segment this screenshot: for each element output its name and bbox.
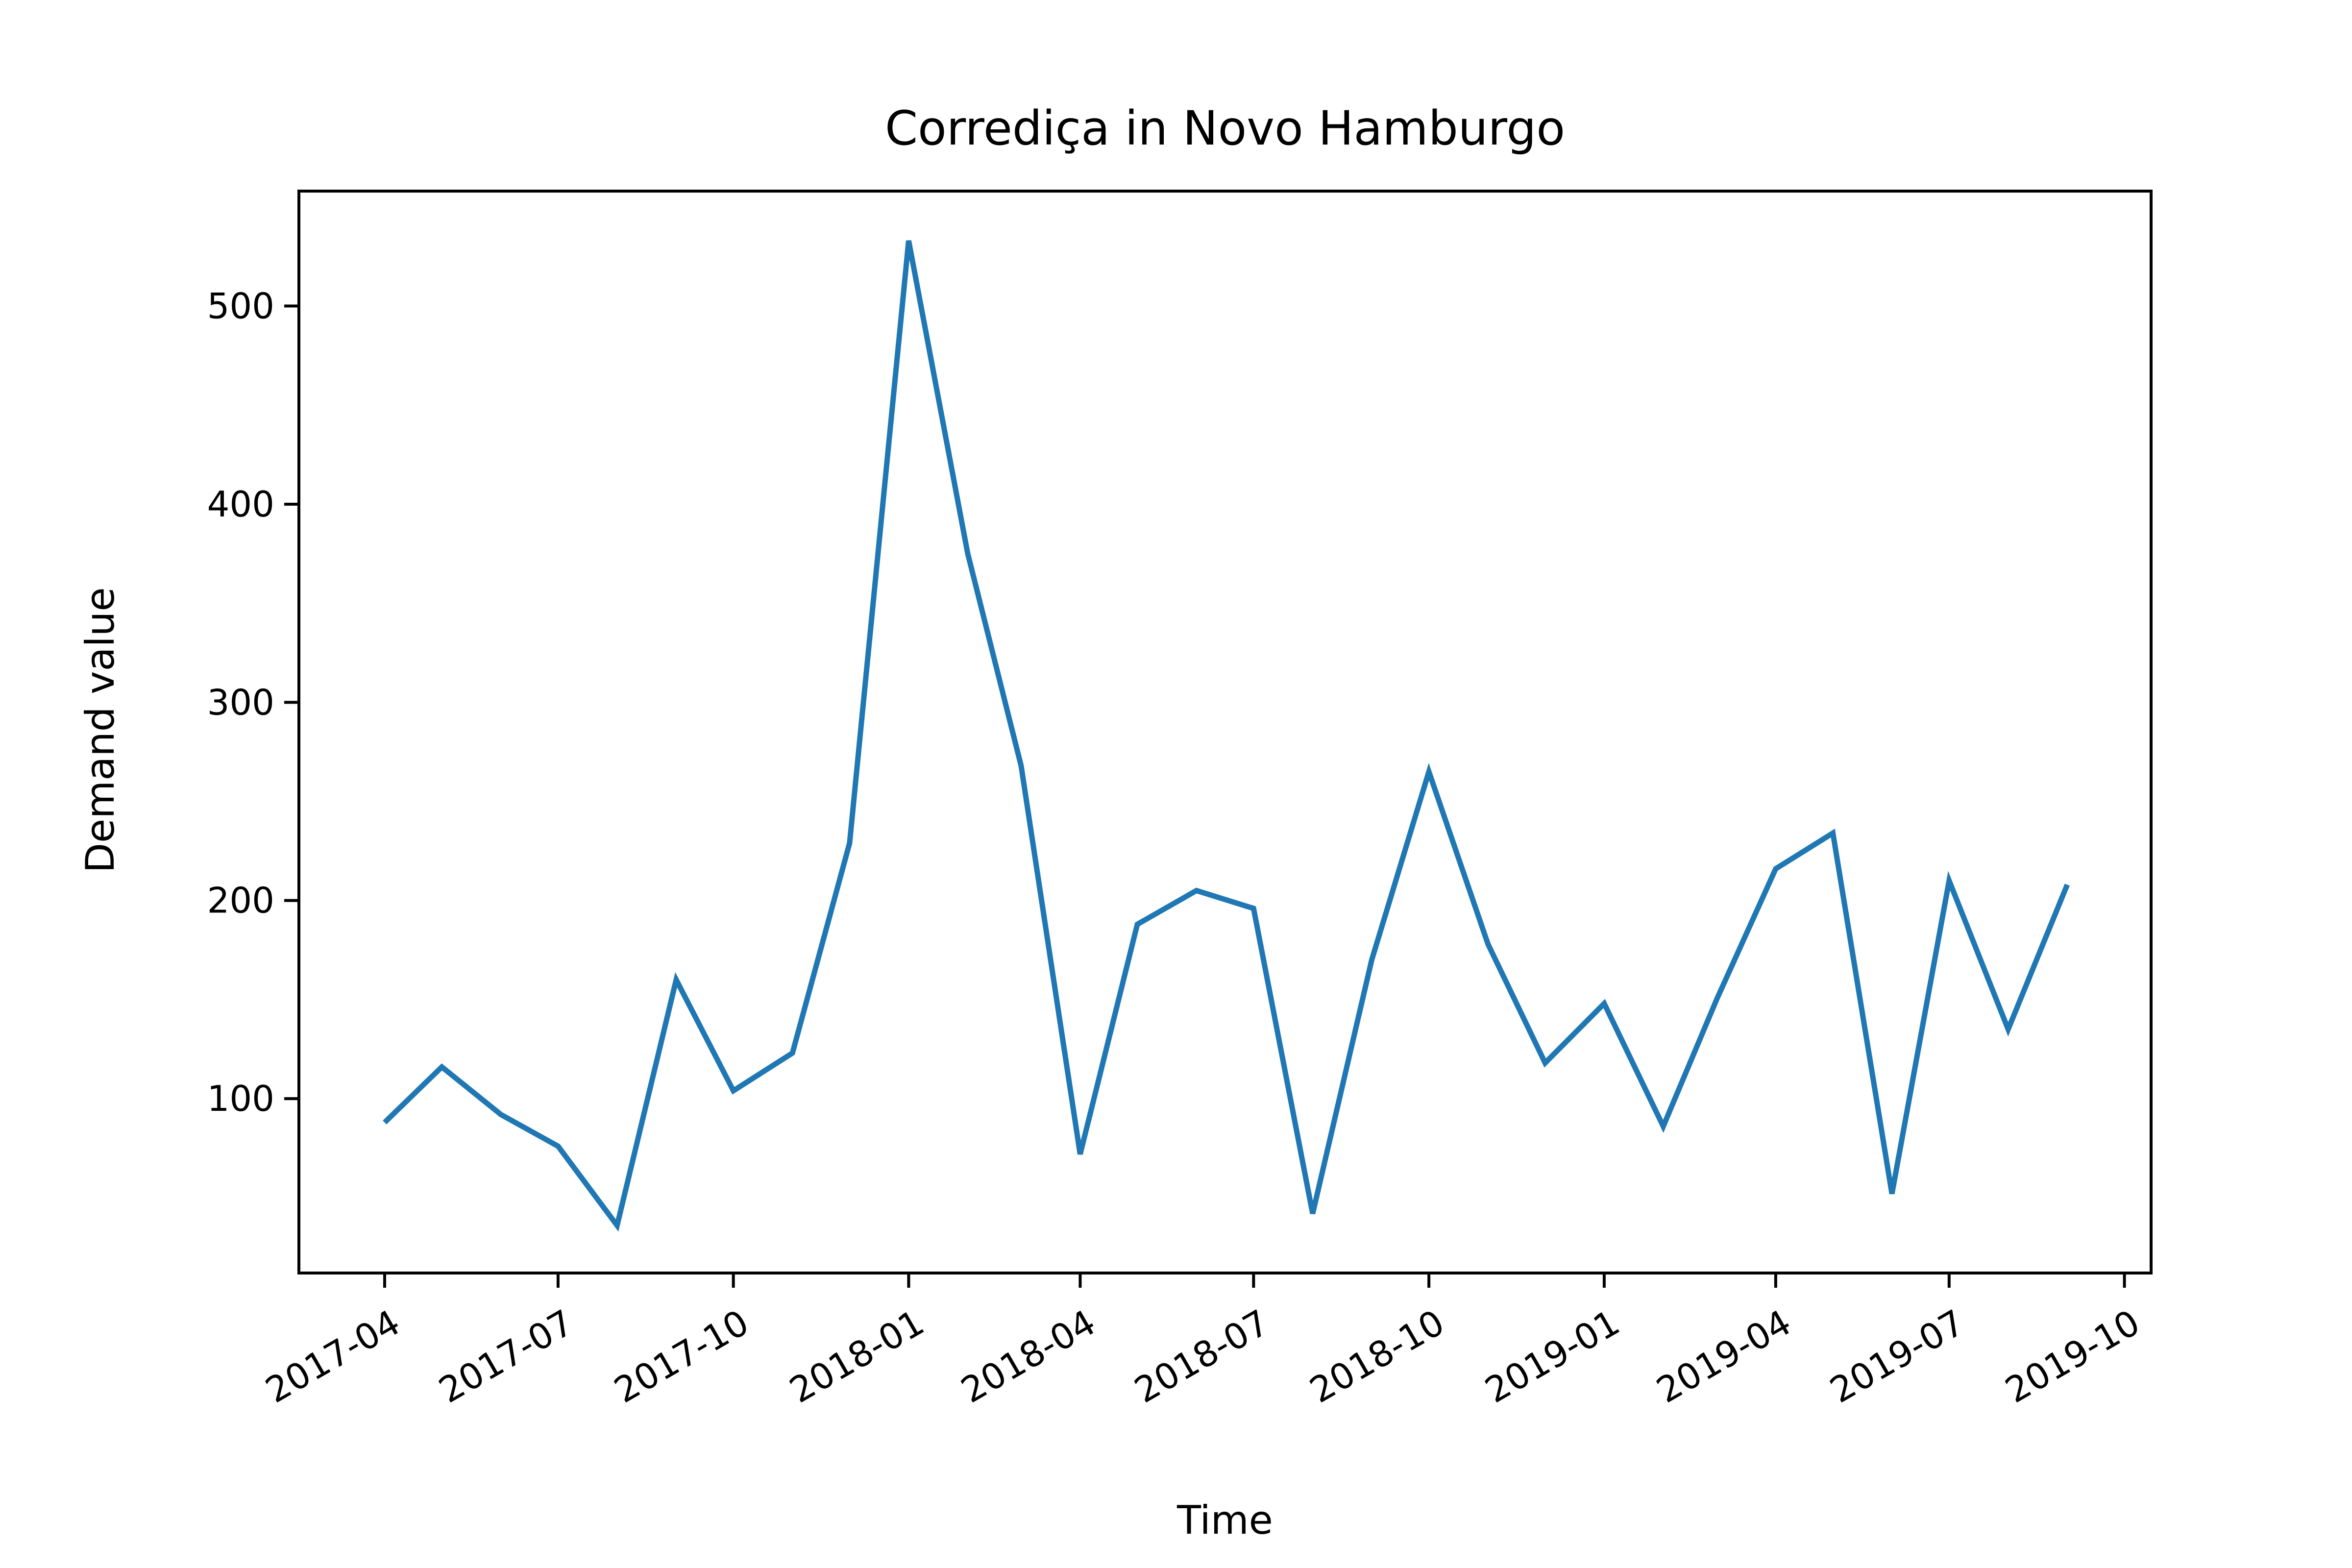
x-axis-title: Time [1176, 1497, 1273, 1543]
series-line-0 [383, 240, 2070, 1232]
x-tick-label: 2018-01 [783, 1301, 931, 1411]
plot-area [383, 240, 2070, 1232]
x-tick-label: 2019-01 [1478, 1301, 1627, 1411]
y-axis: 100 200 300 400 500 [207, 286, 299, 1119]
x-tick-label: 2019-07 [1823, 1301, 1972, 1411]
x-tick-label: 2017-04 [259, 1301, 407, 1411]
y-tick-label: 500 [207, 286, 274, 327]
x-tick-label: 2017-10 [607, 1301, 756, 1411]
y-tick-label: 400 [207, 484, 274, 525]
x-tick-label: 2018-10 [1303, 1301, 1451, 1411]
x-axis: 2017-04 2017-07 2017-10 2018-01 2018-04 2018-… [259, 1273, 2147, 1411]
y-axis-title: Demand value [77, 587, 123, 873]
y-tick-label: 100 [207, 1078, 274, 1119]
x-tick-label: 2018-07 [1127, 1301, 1276, 1411]
y-tick-label: 300 [207, 682, 274, 723]
y-tick-label: 200 [207, 880, 274, 921]
x-tick-label: 2018-04 [954, 1301, 1102, 1411]
plot-frame [297, 190, 2153, 1274]
chart-title: Corrediça in Novo Hamburgo [885, 101, 1565, 156]
x-tick-label: 2019-10 [1998, 1301, 2147, 1411]
x-tick-label: 2019-04 [1650, 1301, 1798, 1411]
x-tick-label: 2017-07 [432, 1301, 581, 1411]
